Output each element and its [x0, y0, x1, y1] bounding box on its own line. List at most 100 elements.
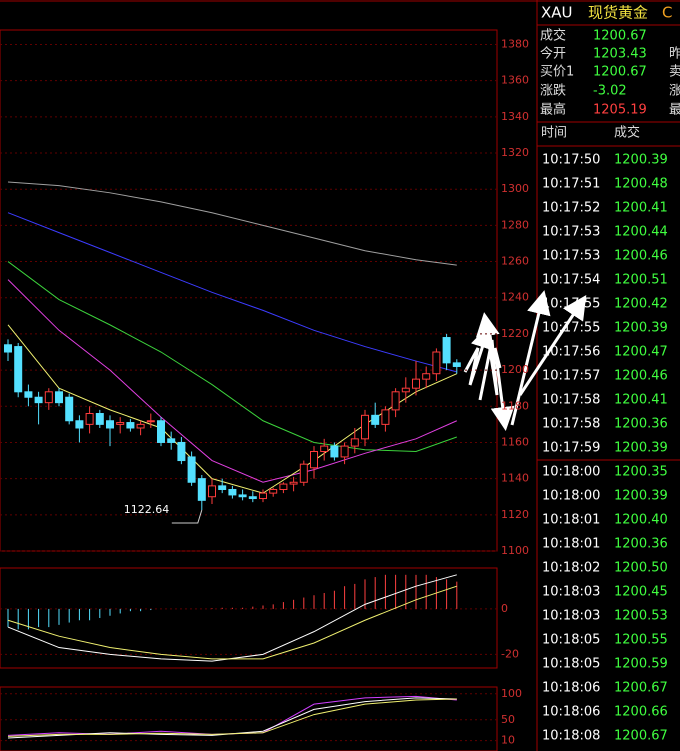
tick-time: 10:18:06 — [542, 705, 600, 720]
candle-body — [330, 445, 339, 458]
y-tick-label: 100 — [501, 687, 522, 700]
tick-time: 10:17:53 — [542, 249, 600, 264]
tick-price: 1200.48 — [614, 177, 668, 192]
quote-value: 1200.67 — [593, 29, 647, 44]
osc-frame — [0, 686, 498, 751]
tick-price: 1200.46 — [614, 249, 668, 264]
tick-time: 10:17:59 — [542, 441, 600, 456]
tick-price: 1200.67 — [614, 729, 668, 744]
y-tick-label: 1160 — [501, 435, 529, 448]
y-tick-label: 1380 — [501, 37, 529, 50]
candle-body — [422, 373, 431, 380]
tick-price: 1200.39 — [614, 441, 668, 456]
candle-body — [442, 337, 451, 364]
candle-body — [146, 420, 155, 423]
quote-label: 涨跌 — [540, 83, 566, 99]
tick-price: 1200.46 — [614, 369, 668, 384]
tick-price: 1200.39 — [614, 489, 668, 504]
candle-body — [177, 441, 186, 462]
candle-body — [218, 485, 227, 490]
tick-time: 10:17:50 — [542, 153, 600, 168]
y-tick-label: 10 — [501, 734, 515, 747]
candle-body — [75, 420, 84, 429]
quote-more: 昨 — [669, 47, 680, 62]
tick-time: 10:18:00 — [542, 489, 600, 504]
candle-body — [361, 414, 369, 440]
candle-body — [85, 413, 94, 425]
y-tick-label: 1180 — [501, 399, 529, 412]
candle-body — [65, 396, 74, 422]
candle-body — [299, 463, 308, 483]
candle-body — [126, 422, 135, 429]
y-tick-label: 1240 — [501, 291, 529, 304]
candle-body — [401, 387, 410, 393]
macd-frame — [0, 567, 498, 669]
indicator-line — [7, 261, 457, 453]
tick-time: 10:18:02 — [542, 561, 600, 576]
quote-value: 1205.19 — [593, 103, 647, 118]
indicator-line — [7, 181, 457, 266]
tick-time: 10:18:01 — [542, 513, 600, 528]
tick-time: 10:18:03 — [542, 585, 600, 600]
candle-body — [14, 346, 23, 393]
tick-price: 1200.39 — [614, 153, 668, 168]
quote-label: 成交 — [540, 28, 566, 44]
candle-body — [106, 420, 114, 429]
y-tick-label: 1120 — [501, 508, 529, 521]
candle-body — [279, 483, 288, 490]
candle-body — [259, 492, 267, 500]
y-tick-label: 1200 — [501, 363, 529, 376]
quote-value: -3.02 — [593, 84, 627, 99]
y-tick-label: 1280 — [501, 218, 529, 231]
candle-body — [238, 494, 247, 498]
tick-time: 10:18:03 — [542, 609, 600, 624]
indicator-line — [7, 324, 458, 494]
candle-body — [269, 488, 278, 494]
y-tick-label: 1300 — [501, 182, 529, 195]
quote-more: 卖 — [669, 65, 680, 80]
tick-time: 10:18:05 — [542, 657, 600, 672]
tick-time: 10:18:01 — [542, 537, 600, 552]
tick-time: 10:17:53 — [542, 225, 600, 240]
tick-time: 10:18:00 — [542, 465, 600, 480]
header: 成交 — [614, 125, 640, 141]
tick-price: 1200.35 — [614, 465, 668, 480]
candle-body — [116, 422, 125, 425]
tick-time: 10:17:55 — [542, 297, 600, 312]
candle-body — [197, 478, 206, 501]
candle-body — [452, 362, 461, 367]
candle-body — [157, 420, 165, 443]
candle-body — [371, 414, 380, 425]
y-tick-label: 1220 — [501, 327, 529, 340]
tick-price: 1200.47 — [614, 345, 668, 360]
candle-body — [320, 445, 329, 453]
tick-price: 1200.67 — [614, 681, 668, 696]
symbol-extra: C — [662, 4, 672, 22]
annotation: 1122.64 — [124, 503, 170, 516]
tick-time: 10:17:52 — [542, 201, 600, 216]
quote-more: 涨 — [669, 84, 680, 99]
candle-body — [4, 344, 12, 353]
main-frame — [0, 29, 498, 552]
y-tick-label: 1360 — [501, 74, 529, 87]
indicator-line — [7, 279, 458, 483]
tick-time: 10:17:51 — [542, 177, 600, 192]
symbol-name: 现货黄金 — [588, 4, 648, 22]
tick-time: 10:17:54 — [542, 273, 600, 288]
tick-time: 10:18:06 — [542, 681, 600, 696]
quote-label: 买价1 — [540, 65, 574, 80]
tick-time: 10:17:55 — [542, 321, 600, 336]
y-tick-label: 1340 — [501, 110, 529, 123]
tick-time: 10:17:56 — [542, 345, 600, 360]
y-tick-label: -20 — [501, 647, 519, 660]
quote-label: 今开 — [540, 46, 566, 62]
tick-price: 1200.55 — [614, 633, 668, 648]
candle-body — [55, 391, 63, 404]
indicator-line — [7, 574, 457, 662]
candle-body — [95, 413, 104, 425]
indicator-line — [7, 697, 457, 739]
candle-body — [289, 481, 298, 485]
quote-label: 最高 — [540, 102, 566, 118]
y-tick-label: 1260 — [501, 255, 529, 268]
